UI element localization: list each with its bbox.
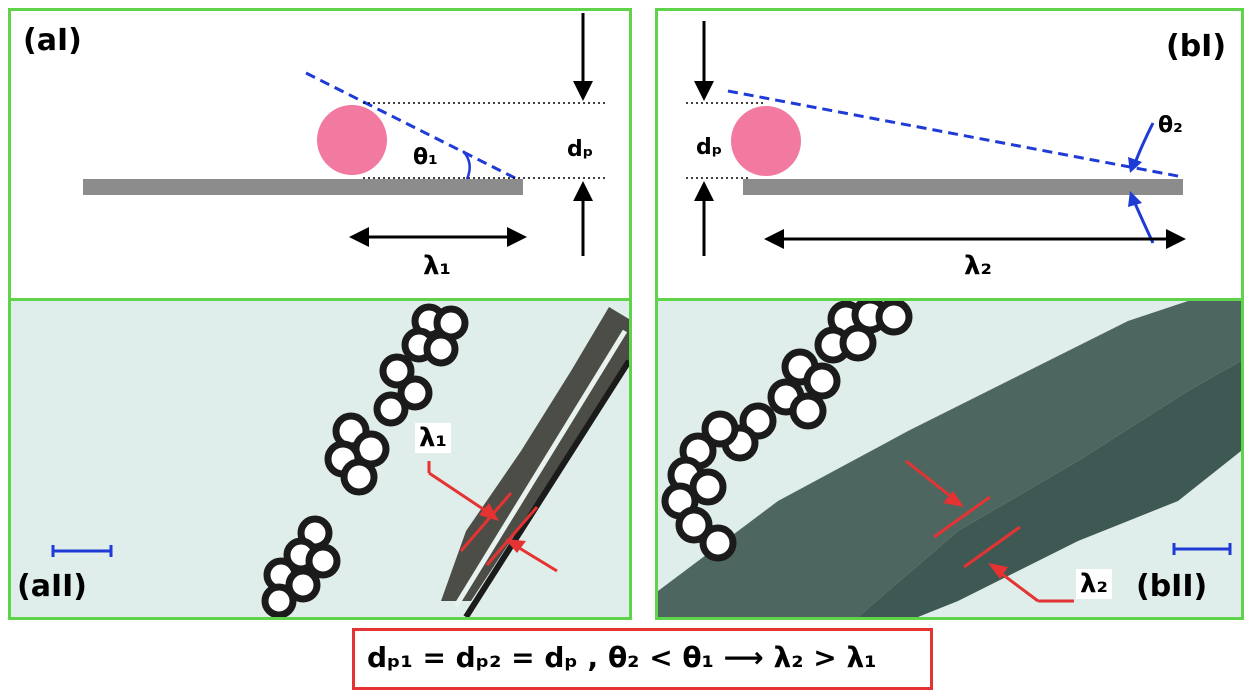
lambda-arrow-right (515, 544, 558, 573)
gap-line (453, 329, 628, 608)
schematic-bI (686, 21, 1186, 256)
dp-arrow-bottom-head (694, 181, 714, 201)
lambda2-annotation: λ₂ (1076, 569, 1112, 599)
panel-bII: λ₂ (bII) (655, 298, 1244, 620)
panel-aI: (aI) θ₁ λ₁ dₚ (8, 8, 632, 304)
lambda-tick-right (485, 506, 539, 566)
schematic-aI (83, 13, 605, 256)
particle-clusters (261, 303, 469, 617)
particle (731, 106, 801, 176)
lambda1-label: λ₁ (423, 251, 451, 281)
lambda-tick-top (933, 495, 991, 539)
dp-arrow-top-head (694, 81, 714, 101)
edge-line (463, 359, 629, 617)
lambda-pointer-top-head (943, 491, 964, 507)
film-band-upper (658, 301, 1241, 617)
tangent-line (727, 89, 1184, 179)
theta1-label: θ₁ (413, 145, 438, 170)
lambda-pointer-bottom-head (988, 563, 1008, 579)
film-band (858, 361, 1241, 617)
theta2-arrow-bottom-head (1128, 191, 1142, 207)
theta2-arrow-top-head (1128, 157, 1142, 173)
lambda2-label: λ₂ (964, 251, 992, 281)
micrograph-bII (658, 301, 1241, 617)
theta2-label: θ₂ (1158, 113, 1183, 138)
film-band (441, 307, 629, 601)
lambda-tick-left (459, 492, 513, 552)
lambda-pointer-top (905, 459, 955, 501)
panel-label-aII: (aII) (17, 569, 87, 604)
lambda-pointer (428, 471, 490, 515)
lambda-pointer-head (479, 503, 499, 521)
lambda-pointer-bottom (997, 569, 1039, 603)
formula-text: dₚ₁ = dₚ₂ = dₚ , θ₂ < θ₁ ⟶ λ₂ > λ₁ (367, 641, 877, 674)
panel-aII: λ₁ (aII) (8, 298, 632, 620)
panel-bI: (bI) θ₂ λ₂ dₚ (655, 8, 1244, 304)
lambda-tick-bottom (963, 525, 1021, 569)
lambda-arrow-left-head (764, 229, 784, 249)
lambda-arrow-right-head (507, 227, 527, 247)
dp-label: dₚ (696, 135, 723, 160)
micrograph-aII (11, 301, 629, 617)
theta-arc (462, 150, 471, 180)
particle (317, 105, 387, 175)
substrate (83, 179, 523, 195)
formula-box: dₚ₁ = dₚ₂ = dₚ , θ₂ < θ₁ ⟶ λ₂ > λ₁ (352, 628, 933, 690)
theta2-arrow-bottom (1132, 200, 1155, 244)
theta2-arrow-top (1132, 122, 1155, 167)
particle-clusters (661, 301, 913, 562)
substrate (743, 179, 1183, 195)
panel-label-bII: (bII) (1136, 569, 1208, 604)
panel-label-bI: (bI) (1166, 29, 1227, 64)
dp-arrow-bottom-head (573, 181, 593, 201)
dp-label: dₚ (567, 137, 594, 162)
panel-label-aI: (aI) (23, 23, 82, 58)
dp-arrow-top-head (573, 81, 593, 101)
lambda-arrow-right-head (505, 539, 526, 553)
lambda1-annotation: λ₁ (415, 423, 451, 453)
lambda-arrow-right-head (1166, 229, 1186, 249)
lambda-arrow-left-head (349, 227, 369, 247)
tangent-line (305, 71, 522, 183)
